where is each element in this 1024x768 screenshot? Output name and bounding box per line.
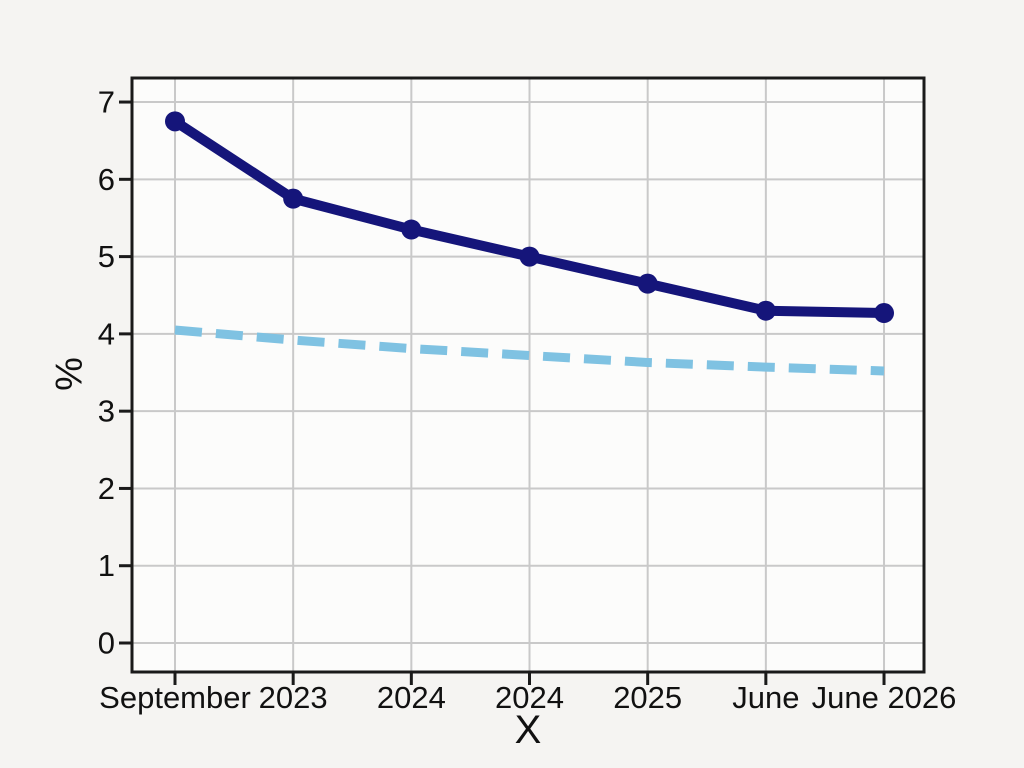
y-tick-label: 1	[98, 548, 115, 583]
x-tick-label: June 2026	[812, 680, 957, 715]
plot-frame	[130, 76, 926, 674]
data-point	[874, 303, 895, 324]
data-point	[519, 246, 540, 267]
y-tick-label: 6	[98, 162, 115, 197]
x-tick-label: September	[99, 680, 251, 715]
y-tick-label: 4	[98, 316, 115, 351]
x-tick-label: June	[732, 680, 799, 715]
y-tick-label: 7	[98, 85, 115, 120]
data-point	[165, 111, 185, 132]
y-tick-label: 2	[98, 471, 115, 506]
data-point	[637, 273, 658, 294]
x-tick-label: 2025	[613, 680, 682, 715]
data-point	[755, 300, 776, 321]
dashed-lightblue-line	[174, 325, 885, 376]
x-tick-label: 2024	[377, 680, 446, 715]
data-point	[283, 188, 304, 209]
y-axis-title: %	[48, 357, 91, 391]
x-axis-title: X	[514, 708, 542, 752]
x-tick-label: 2023	[259, 680, 328, 715]
x-tick-label: 2024	[495, 680, 564, 715]
y-tick-label: 5	[98, 239, 115, 274]
data-point	[401, 219, 422, 240]
y-tick-label: 3	[98, 394, 115, 429]
y-tick-label: 0	[98, 626, 115, 661]
